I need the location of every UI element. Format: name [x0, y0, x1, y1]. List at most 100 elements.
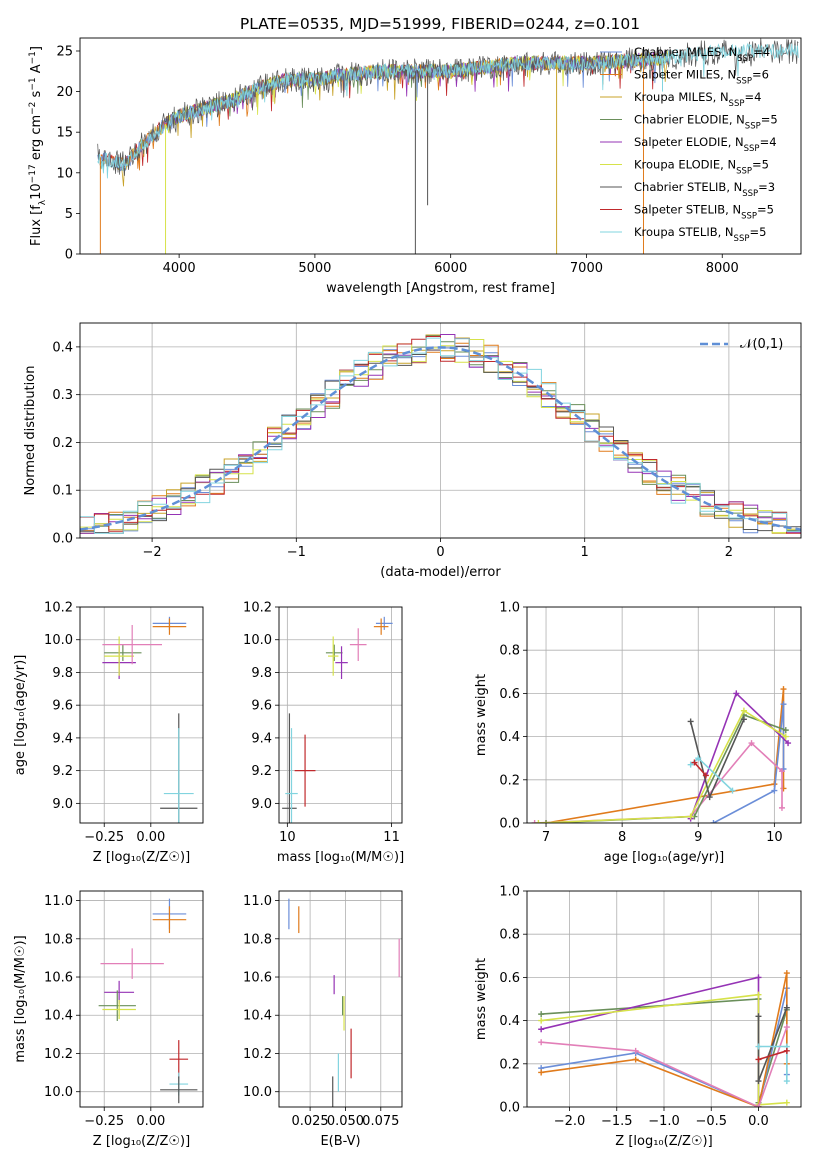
y-tick-label: 10.6 — [44, 971, 73, 986]
legend-text: Salpeter MILES, N — [634, 68, 736, 82]
x-tick-label: 0.00 — [136, 1114, 165, 1129]
weight-marker — [706, 794, 713, 801]
weight-marker — [535, 820, 542, 823]
weight-marker — [740, 716, 747, 723]
x-tick-label: 0.0 — [748, 1114, 769, 1129]
y-tick-label: 5 — [65, 207, 73, 222]
y-tick-label: 10.2 — [44, 1047, 73, 1062]
weight-marker — [538, 1011, 545, 1018]
y-tick-label: 10.6 — [243, 971, 272, 986]
x-tick-label: 0.075 — [362, 1114, 399, 1129]
legend-sub: SSP — [729, 99, 745, 109]
x-tick-label: −1.0 — [648, 1114, 680, 1129]
y-label-part: s — [29, 90, 44, 101]
weight-line-salpeter_stelib — [693, 761, 707, 777]
weight-marker — [783, 1047, 790, 1054]
legend-label: Kroupa STELIB, NSSP=5 — [634, 225, 766, 244]
y-label-part: 10 — [29, 183, 44, 200]
legend-text: Kroupa MILES, N — [634, 90, 729, 104]
axes-frame — [79, 606, 204, 824]
weight-marker — [780, 701, 787, 708]
plot-area — [80, 323, 801, 538]
x-axis-label: Z [log₁₀(Z/Z☉)] — [93, 850, 190, 865]
y-tick-label: 0.4 — [499, 730, 520, 745]
weight-marker — [783, 1078, 790, 1085]
x-axis-label: Z [log₁₀(Z/Z☉)] — [615, 1134, 712, 1149]
x-axis-label: age [log₁₀(age/yr)] — [604, 850, 725, 865]
legend-label: Salpeter STELIB, NSSP=5 — [634, 203, 774, 222]
y-tick-label: 9.4 — [251, 731, 272, 746]
y-axis-label: mass weight — [474, 674, 489, 756]
legend-tail: =5 — [757, 203, 774, 217]
y-tick-label: 0.4 — [499, 1014, 520, 1029]
weight-marker — [687, 761, 694, 768]
weight-marker — [695, 755, 702, 762]
weight-marker — [702, 772, 709, 779]
legend-sub: SSP — [741, 212, 757, 222]
y-tick-label: 0.3 — [52, 388, 73, 403]
weight-line-salpeter_stelib — [758, 1050, 788, 1061]
axes-frame — [79, 37, 802, 255]
legend-tail: =6 — [752, 68, 769, 82]
weight-marker — [538, 1017, 545, 1024]
weight-marker — [755, 1013, 762, 1020]
legend-label: Chabrier STELIB, NSSP=3 — [634, 180, 775, 199]
x-tick-label: 11 — [383, 830, 400, 845]
y-tick-label: 0 — [65, 248, 73, 263]
y-tick-label: 10.0 — [243, 633, 272, 648]
weight-line-salpeter_miles — [541, 972, 788, 1107]
weight-marker — [755, 974, 762, 981]
weight-marker — [778, 804, 785, 811]
y-tick-label: 0.8 — [499, 644, 520, 659]
x-tick-label: −2.0 — [554, 1114, 586, 1129]
legend-text: Kroupa ELODIE, N — [634, 158, 736, 172]
weight-line-salpeter_elodie — [541, 976, 760, 1107]
legend-tail: =5 — [761, 113, 778, 127]
y-label-part: erg cm — [29, 115, 44, 164]
y-tick-label: 10.0 — [44, 1085, 73, 1100]
weight-marker — [531, 820, 538, 823]
histogram-step-salpeter_stelib — [80, 336, 801, 534]
y-axis-label: age [log₁₀(age/yr)] — [13, 655, 28, 776]
mass_vs_Z-panel: −0.25 0.00 10.0 10.2 10.4 10.6 10.8 11.0 Z [log₁… — [13, 890, 204, 1149]
x-axis-label: Z [log₁₀(Z/Z☉)] — [93, 1134, 190, 1149]
legend-tail: =5 — [749, 225, 766, 239]
weight-marker — [748, 740, 755, 747]
legend-sub: SSP — [745, 122, 761, 132]
y-tick-label: 9.2 — [251, 764, 272, 779]
legend-tail: =3 — [758, 180, 775, 194]
x-tick-label: −2 — [143, 545, 162, 560]
legend-label: Salpeter MILES, NSSP=6 — [634, 68, 769, 87]
y-tick-label: 10.8 — [243, 932, 272, 947]
weight-marker — [783, 970, 790, 977]
plot-area — [527, 891, 801, 1107]
mass_weight_vs_Z-panel: −2.0 −1.5 −1.0 −0.5 0.0 0.0 0.2 0.4 0.6 0.8 1.0 Z [… — [474, 885, 802, 1149]
x-tick-label: 2 — [725, 545, 733, 560]
x-tick-label: 0.050 — [327, 1114, 364, 1129]
weight-marker — [755, 1056, 762, 1063]
plot-area — [279, 607, 402, 823]
y-tick-label: 9.6 — [52, 699, 73, 714]
x-tick-label: 9 — [694, 830, 702, 845]
x-axis-label: (data-model)/error — [380, 565, 501, 580]
plot-area — [527, 607, 801, 823]
weight-marker — [755, 1104, 762, 1107]
x-axis-label: wavelength [Angstrom, rest frame] — [326, 281, 555, 296]
plot-area — [279, 891, 402, 1107]
y-label-part: λ — [38, 199, 48, 205]
legend-label: Chabrier ELODIE, NSSP=5 — [634, 113, 778, 132]
legend-sub: SSP — [736, 167, 752, 177]
weight-marker — [780, 686, 787, 693]
y-label-part: −17 — [28, 164, 38, 183]
y-tick-label: 10.4 — [44, 1009, 73, 1024]
y-tick-label: 0.1 — [52, 484, 73, 499]
x-tick-label: −0.25 — [84, 1114, 124, 1129]
x-tick-label: −0.25 — [84, 830, 124, 845]
weight-marker — [710, 820, 717, 823]
legend-tail: =4 — [753, 45, 770, 59]
y-label-part: −1 — [28, 51, 38, 64]
weight-marker — [729, 787, 736, 794]
y-tick-label: 10.4 — [243, 1009, 272, 1024]
y-tick-label: 9.4 — [52, 731, 73, 746]
legend-label: Kroupa ELODIE, NSSP=5 — [634, 158, 769, 177]
